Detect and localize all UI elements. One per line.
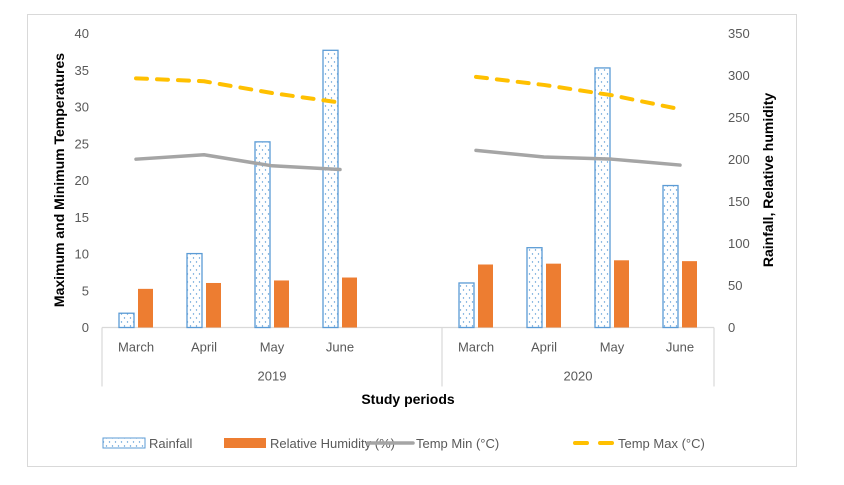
rainfall-bar (186, 252, 203, 329)
y-left-tick-label: 35 (75, 63, 89, 78)
humidity-bar (546, 263, 561, 328)
legend-label: Rainfall (149, 436, 192, 451)
temp-max-line (134, 76, 342, 105)
legend-item: Rainfall (102, 436, 192, 451)
humidity-bar (138, 288, 153, 328)
y-axis-left-ticks: 0 5 10 15 20 25 30 35 40 (75, 26, 89, 335)
bars (118, 49, 697, 329)
rainfall-bar (254, 141, 271, 329)
category-label: June (666, 340, 694, 355)
humidity-bar (614, 260, 629, 328)
x-axis-title: Study periods (361, 391, 455, 407)
humidity-bar (206, 282, 221, 328)
y-right-tick-label: 350 (728, 26, 750, 41)
legend-label: Relative Humidity (%) (270, 436, 395, 451)
y-left-tick-label: 20 (75, 173, 89, 188)
rainfall-bar (526, 247, 543, 329)
rainfall-bar (662, 184, 679, 329)
y-right-tick-label: 250 (728, 110, 750, 125)
category-label: May (260, 340, 285, 355)
humidity-bar (478, 264, 493, 328)
y-axis-left-title: Maximum and Minimum Temperatures (51, 53, 67, 307)
legend-label: Temp Max (°C) (618, 436, 705, 451)
y-left-tick-label: 10 (75, 247, 89, 262)
humidity-bar (274, 280, 289, 328)
group-label: 2020 (564, 369, 593, 384)
y-right-tick-label: 0 (728, 320, 735, 335)
category-label: March (458, 340, 494, 355)
category-label: May (600, 340, 625, 355)
temp-min-line (474, 148, 682, 167)
y-left-tick-label: 5 (82, 283, 89, 298)
legend-swatch-rainfall (102, 437, 146, 449)
y-axis-right-title: Rainfall, Relative humidity (760, 93, 776, 267)
rainfall-bar (594, 67, 611, 329)
y-left-tick-label: 30 (75, 100, 89, 115)
category-label: April (191, 340, 217, 355)
y-right-tick-label: 150 (728, 194, 750, 209)
temp-min-line (134, 153, 342, 172)
legend-item: Temp Min (°C) (366, 436, 499, 451)
humidity-bar (682, 261, 697, 328)
y-left-tick-label: 0 (82, 320, 89, 335)
legend-swatch-humidity (224, 438, 266, 448)
category-label: June (326, 340, 354, 355)
legend-item: Temp Max (°C) (573, 436, 705, 451)
y-left-tick-label: 25 (75, 136, 89, 151)
category-label: March (118, 340, 154, 355)
category-axis: March April May June 2019 March April May June 20… (101, 326, 715, 387)
group-label: 2019 (258, 369, 287, 384)
y-right-tick-label: 200 (728, 152, 750, 167)
category-label: April (531, 340, 557, 355)
legend-label: Temp Min (°C) (416, 436, 499, 451)
legend: Rainfall Relative Humidity (%) Temp Min (°… (102, 436, 705, 451)
humidity-bar (342, 277, 357, 328)
y-right-tick-label: 300 (728, 68, 750, 83)
legend-item: Relative Humidity (%) (224, 436, 395, 451)
rainfall-bar (118, 312, 135, 329)
y-right-tick-label: 50 (728, 278, 742, 293)
lines (134, 74, 682, 172)
rainfall-bar (458, 282, 475, 329)
rainfall-bar (322, 49, 339, 329)
y-left-tick-label: 40 (75, 26, 89, 41)
y-right-tick-label: 100 (728, 236, 750, 251)
y-left-tick-label: 15 (75, 210, 89, 225)
y-axis-right-ticks: 0 50 100 150 200 250 300 350 (728, 26, 750, 335)
temp-max-line (474, 74, 682, 112)
